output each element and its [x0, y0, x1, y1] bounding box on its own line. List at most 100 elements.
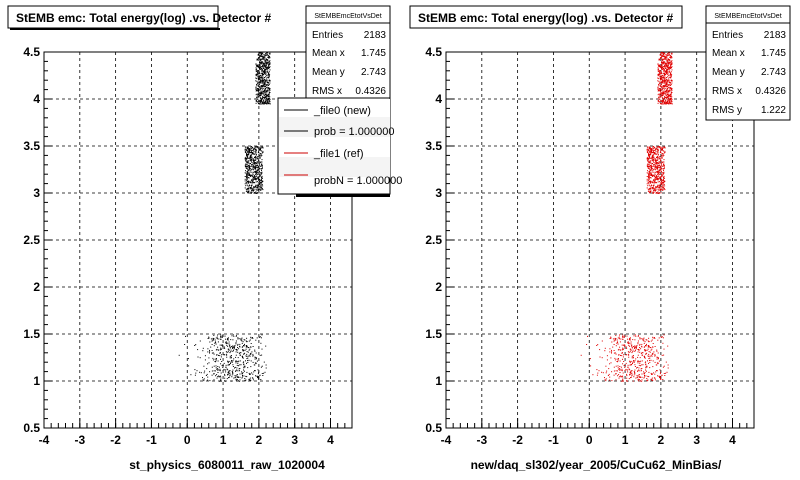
scatter-point — [261, 54, 263, 56]
scatter-point — [635, 335, 637, 337]
scatter-point — [665, 80, 667, 82]
scatter-point — [659, 169, 661, 170]
scatter-point — [655, 163, 657, 165]
scatter-point — [245, 182, 247, 184]
scatter-point — [654, 167, 656, 169]
scatter-point — [661, 61, 663, 62]
scatter-point — [651, 157, 653, 159]
scatter-point — [246, 176, 248, 178]
scatter-point — [232, 364, 234, 366]
scatter-point — [263, 72, 265, 73]
scatter-point — [257, 158, 259, 160]
scatter-point — [641, 345, 643, 347]
scatter-point — [260, 146, 262, 148]
scatter-point — [252, 188, 254, 190]
scatter-point — [669, 87, 671, 89]
scatter-point — [657, 168, 658, 170]
scatter-point — [248, 372, 250, 374]
scatter-point — [239, 379, 241, 381]
scatter-point — [252, 178, 254, 180]
scatter-point — [667, 103, 669, 105]
scatter-point — [251, 175, 253, 177]
scatter-point — [652, 155, 654, 157]
scatter-point — [650, 165, 652, 167]
scatter-point — [655, 161, 657, 163]
scatter-point — [264, 92, 266, 94]
scatter-point — [656, 148, 658, 150]
scatter-point — [228, 370, 230, 372]
scatter-point — [648, 371, 650, 373]
scatter-point — [648, 353, 650, 355]
scatter-point — [650, 154, 652, 156]
scatter-point — [229, 352, 231, 354]
scatter-point — [656, 182, 658, 184]
stats-label-rmsx-right: RMS x — [712, 86, 742, 97]
scatter-point — [239, 368, 241, 369]
scatter-point — [255, 65, 257, 67]
scatter-point — [265, 96, 267, 98]
scatter-point — [246, 178, 248, 180]
scatter-point — [247, 147, 249, 149]
scatter-point — [257, 70, 259, 72]
scatter-point — [220, 363, 222, 365]
scatter-point — [252, 165, 254, 167]
scatter-point — [627, 366, 629, 368]
scatter-point — [245, 167, 247, 169]
y-tick-label: 3 — [435, 186, 442, 200]
scatter-point — [645, 364, 647, 366]
scatter-point — [265, 59, 267, 61]
scatter-point — [622, 372, 624, 374]
scatter-point — [670, 56, 672, 58]
scatter-point — [666, 81, 668, 83]
scatter-point — [656, 370, 658, 372]
scatter-point — [253, 161, 255, 163]
scatter-point — [237, 376, 239, 377]
y-tick-label: 2 — [33, 280, 40, 294]
scatter-point — [266, 67, 268, 69]
scatter-point — [666, 65, 667, 67]
scatter-point — [267, 99, 269, 101]
scatter-point — [262, 188, 263, 190]
scatter-point — [629, 339, 631, 341]
scatter-point — [664, 63, 666, 65]
scatter-point — [246, 174, 248, 176]
scatter-point — [261, 58, 263, 60]
scatter-point — [668, 67, 670, 69]
scatter-point — [213, 379, 215, 381]
scatter-point — [653, 188, 655, 189]
scatter-point — [220, 358, 221, 360]
scatter-point — [669, 63, 671, 65]
scatter-point — [235, 362, 237, 364]
scatter-point — [663, 94, 665, 96]
scatter-point — [262, 67, 264, 69]
scatter-point — [654, 147, 656, 149]
scatter-point — [262, 73, 264, 75]
scatter-point — [661, 186, 663, 188]
scatter-point — [245, 163, 247, 165]
scatter-point — [249, 355, 251, 357]
scatter-point — [667, 68, 669, 70]
scatter-point — [661, 68, 663, 70]
scatter-point — [649, 165, 651, 167]
scatter-point — [657, 88, 659, 90]
scatter-point — [257, 376, 258, 378]
scatter-point — [256, 73, 258, 75]
scatter-point — [261, 92, 263, 94]
scatter-point — [609, 338, 611, 339]
scatter-point — [256, 101, 258, 103]
scatter-point — [261, 85, 263, 87]
scatter-point — [261, 146, 263, 148]
scatter-point — [651, 186, 653, 188]
scatter-point — [648, 152, 650, 154]
scatter-point — [653, 190, 654, 192]
scatter-point — [254, 358, 256, 360]
scatter-point — [630, 349, 632, 351]
scatter-point — [267, 102, 269, 104]
scatter-point — [631, 347, 633, 349]
scatter-point — [660, 103, 662, 104]
scatter-point — [261, 176, 263, 178]
scatter-point — [655, 189, 657, 191]
scatter-point — [623, 354, 625, 356]
scatter-point — [643, 340, 645, 342]
scatter-point — [249, 166, 250, 168]
